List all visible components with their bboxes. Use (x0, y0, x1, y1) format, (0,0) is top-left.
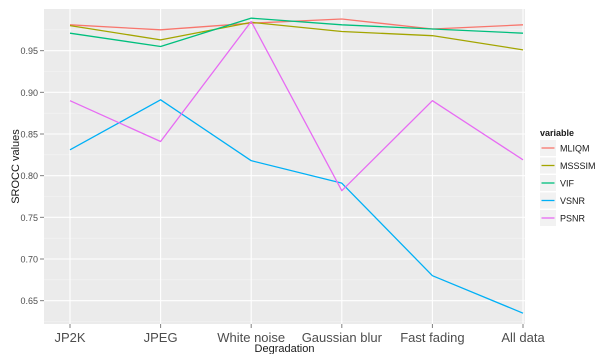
legend-title: variable (540, 128, 574, 138)
x-tick-label: Fast fading (400, 330, 464, 345)
y-tick-label: 0.70 (20, 255, 38, 265)
series-line-vif (69, 17, 524, 48)
y-tick-label: 0.75 (20, 213, 38, 223)
series-line-psnr (69, 20, 524, 192)
y-tick-label: 0.65 (20, 296, 38, 306)
series-line-msssim (69, 21, 524, 51)
legend-label-msssim: MSSSIM (560, 161, 596, 171)
x-axis-title: Degradation (255, 343, 315, 354)
y-axis-title: SROCC values (10, 129, 22, 204)
x-axis-ticks: JP2K JPEG White noise Gaussian blur Fast fad… (54, 324, 545, 345)
legend-label-psnr: PSNR (560, 214, 586, 224)
plot-panel (44, 9, 525, 324)
y-tick-label: 0.85 (20, 130, 38, 140)
legend-label-vsnr: VSNR (560, 196, 586, 206)
legend-label-vif: VIF (560, 179, 575, 189)
y-tick-label: 0.80 (20, 171, 38, 181)
major-gridlines (44, 9, 525, 324)
legend-label-mliqm: MLIQM (560, 144, 590, 154)
minor-gridlines (44, 29, 525, 322)
legend: variable MLIQM MSSSIM VIF VSNR PSNR (540, 128, 596, 226)
x-tick-label: Gaussian blur (302, 330, 383, 345)
series-lines (69, 17, 524, 314)
x-tick-label: White noise (217, 330, 285, 345)
y-axis-ticks: 0.65 0.70 0.75 0.80 0.85 0.90 0.95 (20, 46, 44, 306)
legend-items: MLIQM MSSSIM VIF VSNR PSNR (540, 140, 596, 226)
series-line-vsnr (69, 99, 524, 314)
y-tick-label: 0.90 (20, 88, 38, 98)
x-tick-label: JPEG (144, 330, 178, 345)
x-tick-label: JP2K (54, 330, 85, 345)
x-tick-label: All data (501, 330, 545, 345)
y-tick-label: 0.95 (20, 46, 38, 56)
